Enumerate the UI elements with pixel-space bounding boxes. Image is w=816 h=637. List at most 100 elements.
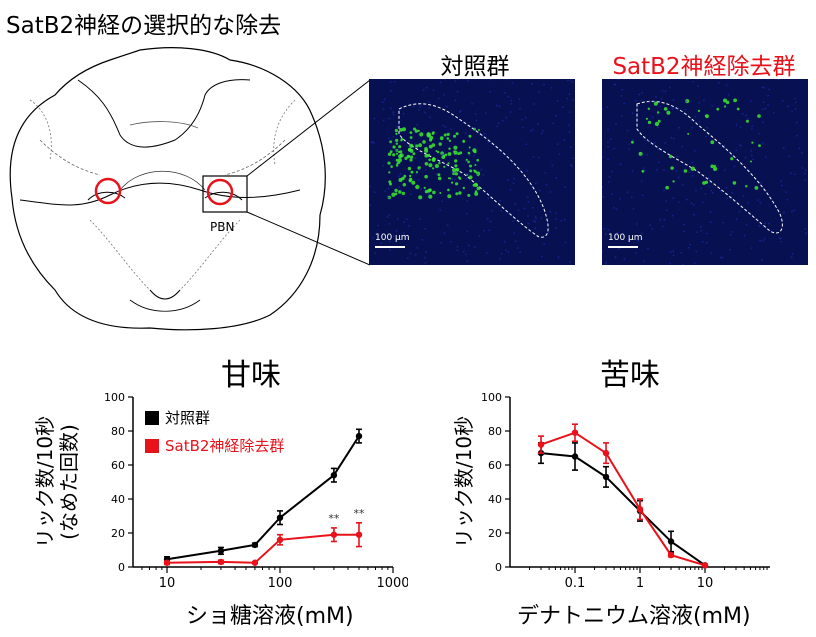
cell-dot xyxy=(687,132,690,135)
nucleus-dot xyxy=(439,81,442,84)
cell-dot xyxy=(467,160,470,164)
cell-dot xyxy=(424,153,429,158)
nucleus-dot xyxy=(564,241,567,244)
nucleus-dot xyxy=(613,147,615,150)
cell-dot xyxy=(666,110,671,115)
cell-dot xyxy=(443,133,447,137)
nucleus-dot xyxy=(664,142,667,144)
nucleus-dot xyxy=(386,216,389,219)
data-point xyxy=(602,473,610,481)
nucleus-dot xyxy=(764,107,767,110)
nucleus-dot xyxy=(739,144,741,146)
chart-sweet: 0 20 40 60 80 100 10 100 1000 リック数/10秒 (なめた回数) ** **… xyxy=(33,391,408,591)
cell-dot xyxy=(394,188,398,193)
nucleus-dot xyxy=(519,251,522,254)
nucleus-dot xyxy=(489,79,492,81)
nucleus-dot xyxy=(446,224,449,227)
nucleus-dot xyxy=(778,237,781,239)
cell-dot xyxy=(424,189,429,194)
nucleus-dot xyxy=(690,202,693,205)
nucleus-dot xyxy=(691,174,694,177)
nucleus-dot xyxy=(708,181,711,184)
nucleus-dot xyxy=(757,199,759,202)
cell-dot xyxy=(672,180,675,183)
nucleus-dot xyxy=(382,119,385,122)
significance-marker: ** xyxy=(328,512,340,525)
nucleus-dot xyxy=(480,168,483,171)
nucleus-dot xyxy=(462,250,465,253)
nucleus-dot xyxy=(538,90,540,93)
cell-dot xyxy=(391,192,396,197)
nucleus-dot xyxy=(665,209,668,212)
nucleus-dot xyxy=(751,128,753,130)
nucleus-dot xyxy=(695,250,698,253)
cell-dot xyxy=(750,160,752,163)
nucleus-dot xyxy=(473,246,476,249)
nucleus-dot xyxy=(415,172,418,175)
nucleus-dot xyxy=(692,80,694,83)
nucleus-dot xyxy=(728,150,731,153)
nucleus-dot xyxy=(466,260,469,263)
nucleus-dot xyxy=(607,158,609,161)
cell-dot xyxy=(458,191,462,195)
nucleus-dot xyxy=(560,220,563,222)
nucleus-dot xyxy=(402,112,405,115)
nucleus-dot xyxy=(608,175,611,178)
cell-dot xyxy=(415,171,418,174)
nucleus-dot xyxy=(628,143,631,145)
nucleus-dot xyxy=(711,191,714,194)
nucleus-dot xyxy=(660,98,663,100)
cell-dot xyxy=(395,164,399,167)
nucleus-dot xyxy=(441,200,443,203)
nucleus-dot xyxy=(643,260,645,262)
nucleus-dot xyxy=(646,153,649,156)
nucleus-dot xyxy=(543,83,545,86)
nucleus-dot xyxy=(636,223,638,225)
nucleus-dot xyxy=(682,263,684,265)
cell-dot xyxy=(458,176,461,179)
cell-dot xyxy=(396,162,399,165)
nucleus-dot xyxy=(741,112,744,115)
nucleus-dot xyxy=(424,169,427,171)
cell-dot xyxy=(473,127,476,131)
nucleus-dot xyxy=(465,132,467,135)
nucleus-dot xyxy=(689,243,691,246)
nucleus-dot xyxy=(720,256,722,259)
nucleus-dot xyxy=(428,107,430,109)
nucleus-dot xyxy=(449,240,452,243)
cell-dot xyxy=(388,171,391,174)
nucleus-dot xyxy=(412,105,415,107)
nucleus-dot xyxy=(406,218,408,221)
cell-dot xyxy=(432,190,436,195)
nucleus-dot xyxy=(761,108,764,110)
nucleus-dot xyxy=(549,210,552,213)
cell-dot xyxy=(725,100,730,105)
nucleus-dot xyxy=(637,239,640,242)
nucleus-dot xyxy=(541,132,543,135)
data-point xyxy=(636,506,644,513)
nucleus-dot xyxy=(735,218,738,221)
nucleus-dot xyxy=(441,153,444,155)
nucleus-dot xyxy=(704,135,707,138)
nucleus-dot xyxy=(602,250,603,253)
nucleus-dot xyxy=(486,217,489,220)
nucleus-dot xyxy=(709,211,712,214)
nucleus-dot xyxy=(617,79,620,80)
nucleus-dot xyxy=(497,122,500,124)
nucleus-dot xyxy=(527,201,530,203)
nucleus-dot xyxy=(745,223,748,226)
nucleus-dot xyxy=(606,106,608,108)
nucleus-dot xyxy=(647,139,650,142)
pbn-box xyxy=(202,175,248,213)
nucleus-dot xyxy=(707,177,710,179)
cell-dot xyxy=(411,180,416,185)
nucleus-dot xyxy=(608,181,610,183)
nucleus-dot xyxy=(424,111,426,114)
nucleus-dot xyxy=(616,231,619,234)
nucleus-dot xyxy=(500,252,503,255)
nucleus-dot xyxy=(659,218,662,221)
nucleus-dot xyxy=(676,155,679,158)
x-tick-label: 100 xyxy=(268,576,293,591)
pbn-label: PBN xyxy=(210,220,234,234)
nucleus-dot xyxy=(630,196,633,199)
